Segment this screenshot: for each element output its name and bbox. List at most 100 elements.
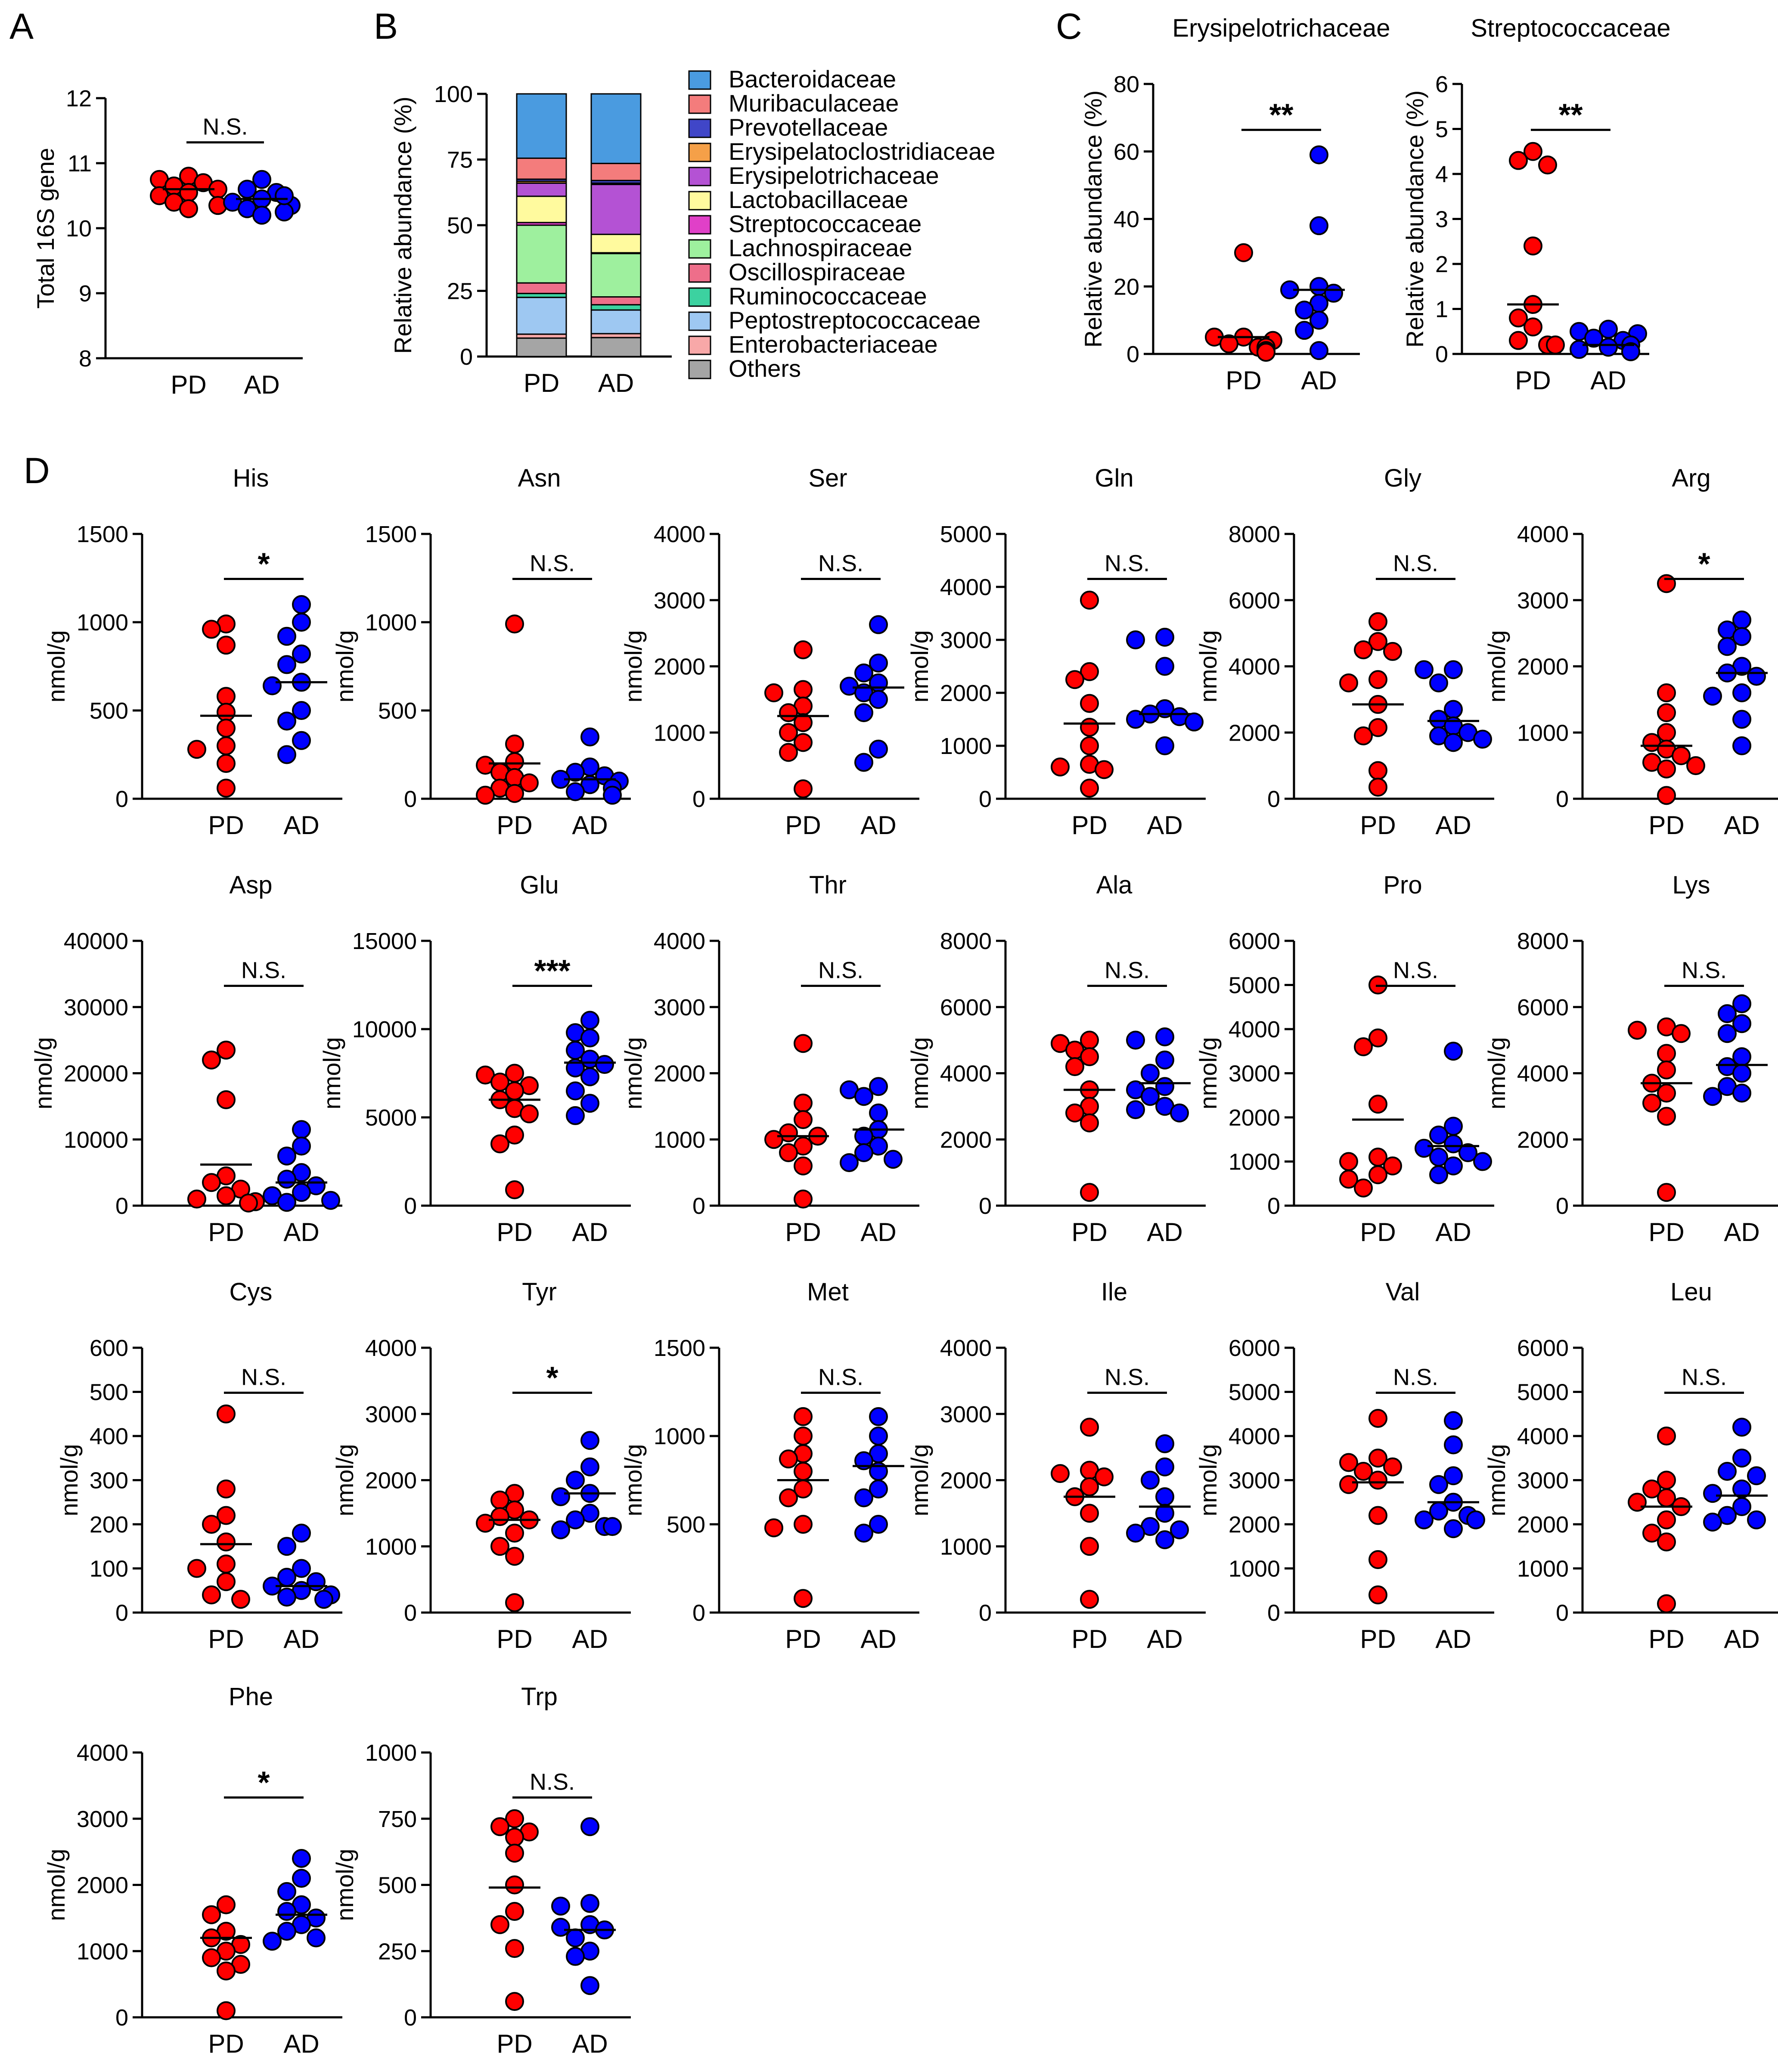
x-tick-label-ad: AD [283, 1218, 319, 1247]
data-point-ad [580, 1894, 599, 1913]
data-point-ad [1141, 1470, 1160, 1490]
data-point-pd [1080, 1183, 1099, 1202]
legend-label-peptostreptococcaceae: Peptostreptococcaceae [729, 307, 981, 334]
y-tick-label: 2000 [940, 680, 992, 706]
y-axis-label: nmol/g [43, 1849, 70, 1921]
legend-swatch-muribaculaceae [688, 94, 711, 114]
chart-title: Glu [520, 871, 559, 899]
y-tick-label: 0 [1556, 1600, 1569, 1626]
bar-segment-ruminococcaceae [590, 304, 642, 311]
data-point-pd [1051, 757, 1070, 777]
legend-swatch-erysipelotrichaceae [688, 167, 711, 186]
y-tick-label: 0 [460, 344, 473, 370]
y-tick-label: 1000 [365, 1740, 417, 1766]
data-point-ad [869, 1077, 888, 1096]
y-axis-label: nmol/g [1195, 1444, 1222, 1516]
significance-label: N.S. [1105, 551, 1150, 577]
data-point-ad [277, 1588, 296, 1607]
x-tick-label-ad: AD [860, 1218, 896, 1247]
bar-segment-erysipelotrichaceae [516, 182, 567, 197]
scatter-plot-his: His 0 500 1000 1500 nmol/g PD AD * [43, 464, 342, 840]
significance-label: * [258, 1766, 270, 1800]
y-axis-label: Relative abundance (%) [1080, 90, 1107, 348]
data-point-ad [1732, 1014, 1751, 1033]
y-axis-label: nmol/g [620, 1444, 647, 1516]
chart-title: Phe [229, 1683, 273, 1711]
data-point-ad [1415, 660, 1434, 679]
data-point-pd [794, 1189, 813, 1209]
data-point-pd [476, 785, 495, 805]
y-tick-label: 10000 [352, 1017, 417, 1042]
data-point-ad [1747, 667, 1766, 686]
y-tick-label: 500 [378, 698, 417, 724]
y-tick-label: 1000 [77, 610, 128, 636]
legend-label-bacteroidaceae: Bacteroidaceae [729, 65, 896, 93]
data-point-ad [1309, 145, 1328, 164]
chart-title: Leu [1670, 1278, 1712, 1306]
data-point-ad [1444, 1042, 1463, 1061]
y-tick-label: 5000 [1229, 1380, 1280, 1405]
data-point-pd [1657, 786, 1676, 805]
y-axis-label: nmol/g [318, 1037, 345, 1109]
data-point-pd [1065, 670, 1084, 689]
chart-title: His [233, 464, 269, 492]
data-point-pd [202, 1905, 221, 1924]
data-point-pd [794, 680, 813, 699]
y-axis-label: nmol/g [56, 1444, 83, 1516]
y-tick-label: 300 [90, 1468, 128, 1494]
data-point-ad [1718, 637, 1737, 656]
y-axis-label: Relative abundance (%) [1401, 90, 1428, 348]
data-point-pd [505, 1809, 524, 1828]
data-point-pd [1368, 1165, 1387, 1185]
y-tick-label: 0 [1556, 786, 1569, 812]
data-point-ad [292, 701, 311, 720]
data-point-pd [476, 1514, 495, 1533]
data-point-ad [1732, 1083, 1751, 1103]
y-tick-label: 20000 [64, 1061, 128, 1087]
significance-label: N.S. [1682, 958, 1727, 983]
x-tick-label-ad: AD [598, 369, 634, 397]
data-point-pd [779, 1449, 798, 1469]
data-point-pd [1080, 1418, 1099, 1437]
data-point-ad [1155, 627, 1174, 647]
data-point-ad [292, 1559, 311, 1578]
data-point-ad [1747, 1510, 1766, 1529]
x-tick-label-pd: PD [208, 811, 244, 840]
data-point-ad [1599, 338, 1618, 357]
scatter-plot-arg: Arg 0 1000 2000 3000 4000 nmol/g PD AD * [1483, 464, 1778, 840]
data-point-pd [794, 1462, 813, 1481]
data-point-ad [1295, 301, 1314, 320]
data-point-pd [1080, 1590, 1099, 1609]
legend-swatch-prevotellaceae [688, 118, 711, 138]
data-point-pd [794, 1589, 813, 1608]
data-point-ad [854, 1488, 873, 1507]
data-point-ad [551, 1487, 570, 1506]
y-tick-label: 0 [115, 1193, 128, 1219]
data-point-pd [764, 683, 783, 702]
bar-segment-peptostreptococcaceae [590, 309, 642, 335]
y-tick-label: 1000 [654, 720, 705, 746]
bar-segment-oscillospiraceae [590, 296, 642, 306]
data-point-pd [1339, 1475, 1358, 1494]
data-point-ad [252, 170, 271, 189]
data-point-ad [1295, 321, 1314, 340]
y-axis-label: nmol/g [30, 1037, 57, 1109]
x-tick-label-pd: PD [1071, 1625, 1107, 1653]
significance-label: N.S. [530, 1769, 575, 1795]
data-point-pd [1080, 1113, 1099, 1132]
stacked-bar-chart: 0 25 50 75 100 Relative abundance (%) PD AD Bact… [389, 65, 995, 397]
data-point-ad [566, 1928, 585, 1948]
data-point-pd [217, 1895, 236, 1914]
y-tick-label: 25 [447, 279, 473, 304]
y-tick-label: 0 [1435, 341, 1448, 367]
y-tick-label: 2000 [654, 1061, 705, 1087]
y-tick-label: 4000 [940, 1061, 992, 1087]
x-tick-label-ad: AD [1435, 1625, 1471, 1653]
y-tick-label: 5000 [365, 1105, 417, 1131]
data-point-ad [1703, 1484, 1722, 1503]
x-tick-label-ad: AD [283, 2029, 319, 2058]
y-tick-label: 250 [378, 1939, 417, 1964]
scatter-plot-asn: Asn 0 500 1000 1500 nmol/g PD AD N.S. [331, 464, 631, 840]
data-point-pd [187, 1559, 206, 1578]
